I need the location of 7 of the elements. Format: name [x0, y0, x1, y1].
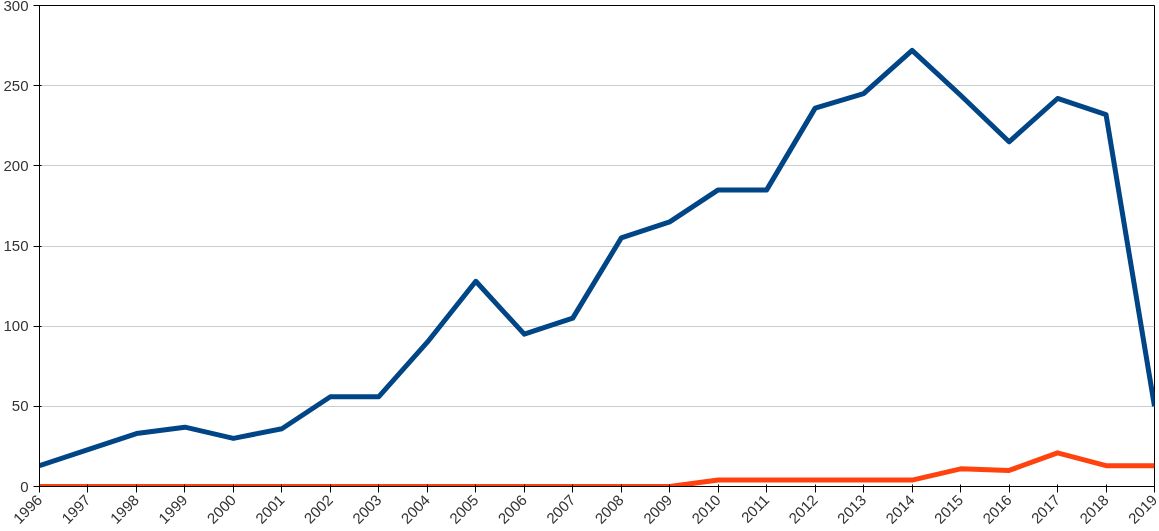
y-tick-label: 300 — [3, 0, 29, 14]
y-tick-label: 100 — [3, 317, 29, 335]
y-tick-label: 150 — [3, 237, 29, 254]
y-tick-label: 0 — [20, 477, 29, 495]
y-tick-label: 50 — [11, 397, 29, 415]
y-tick-label: 250 — [3, 76, 29, 94]
y-tick-label: 200 — [3, 156, 29, 174]
